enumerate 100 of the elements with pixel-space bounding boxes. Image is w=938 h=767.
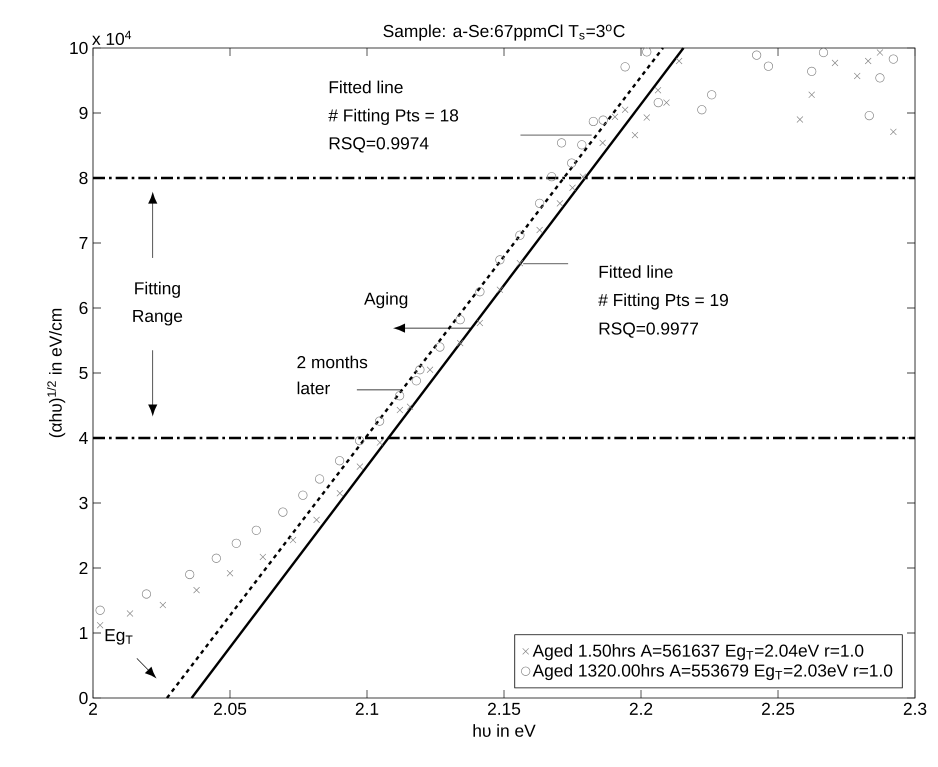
- y-tick-label: 9: [79, 106, 88, 120]
- point: [515, 230, 524, 240]
- point: [260, 554, 266, 560]
- point: [456, 315, 465, 324]
- point: [888, 54, 898, 64]
- point: [375, 416, 384, 426]
- point: [435, 342, 444, 352]
- point: [516, 260, 524, 266]
- point: [588, 116, 598, 126]
- point: [96, 606, 105, 615]
- point: [612, 114, 618, 120]
- point: [697, 105, 706, 114]
- point: [536, 226, 543, 234]
- point: [580, 173, 586, 180]
- annotation: Range: [133, 310, 182, 326]
- point: [426, 366, 434, 374]
- point: [556, 138, 566, 148]
- annotation: Aging: [364, 292, 408, 308]
- y-tick-label: 1: [80, 627, 88, 639]
- legend-label: Aged 1320.00hrs A=553679 Eg$_{T}$=2.03eV r=1.0: [532, 664, 892, 680]
- x-tick-label: 2.2: [630, 702, 652, 715]
- point: [142, 589, 152, 599]
- point: [415, 365, 424, 374]
- y-tick-label: 8: [79, 172, 88, 184]
- y-tick-label: 6: [80, 302, 88, 314]
- point: [476, 320, 484, 326]
- point: [315, 474, 324, 484]
- point: [832, 60, 838, 66]
- y-axis-title: (αhυ)$^{1/2}$ in eV/cm: [47, 308, 66, 438]
- point: [547, 172, 556, 182]
- point: [598, 116, 608, 125]
- point: [226, 570, 234, 577]
- point: [278, 507, 288, 517]
- y-tick-label: 5: [79, 366, 88, 380]
- x-tick-label: 2.25: [762, 702, 794, 715]
- point: [298, 490, 308, 500]
- y-tick-label: 10: [70, 42, 88, 54]
- x-tick-label: 2.05: [214, 702, 246, 715]
- point: [96, 622, 104, 629]
- point: [854, 72, 861, 80]
- legend-label: Aged 1.50hrs A=561637 Eg$_{T}$=2.04eV r=1.0: [532, 644, 864, 660]
- y-tick-label: 2: [80, 562, 88, 574]
- point: [185, 570, 194, 580]
- point: [475, 287, 484, 296]
- point: [577, 140, 586, 150]
- text: x 10$^{4}$: [92, 30, 132, 46]
- point: [663, 99, 670, 106]
- point: [818, 48, 828, 58]
- point: [599, 140, 606, 146]
- annotation: # Fitting Pts = 18: [328, 108, 458, 125]
- point: [535, 198, 544, 208]
- point: [654, 86, 662, 94]
- x-tick-label: 2.15: [488, 702, 520, 715]
- point: [496, 286, 504, 294]
- x-tick-label: 2: [89, 702, 97, 715]
- point: [336, 490, 344, 497]
- annotation: RSQ=0.9977: [600, 322, 698, 338]
- point: [406, 403, 414, 410]
- point: [643, 114, 650, 121]
- point: [376, 439, 384, 446]
- point: [456, 340, 464, 346]
- annotation: RSQ=0.9974: [330, 137, 429, 153]
- y-tick-label: 4: [79, 432, 88, 444]
- point: [876, 49, 884, 56]
- point: [654, 98, 663, 108]
- point: [412, 376, 421, 386]
- point: [620, 62, 630, 72]
- point: [864, 58, 872, 64]
- point: [335, 456, 344, 466]
- point: [396, 406, 404, 414]
- point: [126, 610, 134, 617]
- y-tick-label: 3: [79, 496, 88, 510]
- point: [252, 526, 261, 535]
- point: [232, 538, 241, 548]
- annotation: Fitting: [135, 282, 180, 298]
- x-axis-title: hυ in eV: [473, 724, 536, 737]
- point: [642, 47, 652, 56]
- annotation: Eg$_{T}$: [106, 629, 133, 645]
- y-tick-label: 7: [80, 237, 88, 249]
- point: [808, 91, 816, 98]
- point: [290, 536, 296, 544]
- annotation: Fitted line: [600, 265, 673, 278]
- point: [395, 391, 404, 400]
- point: [676, 58, 682, 64]
- annotation: 2 months: [297, 356, 368, 368]
- point: [355, 436, 364, 446]
- point: [890, 128, 897, 136]
- point: [632, 132, 638, 138]
- point: [313, 516, 320, 524]
- point: [567, 158, 576, 168]
- point: [212, 554, 221, 563]
- point: [495, 255, 504, 264]
- annotation: Fitted line: [330, 80, 403, 94]
- annotation: later: [298, 382, 330, 394]
- annotation: # Fitting Pts = 19: [598, 293, 728, 310]
- point: [875, 73, 885, 82]
- point: [556, 200, 564, 207]
- point: [622, 106, 628, 114]
- point: [864, 110, 874, 120]
- point: [752, 50, 762, 60]
